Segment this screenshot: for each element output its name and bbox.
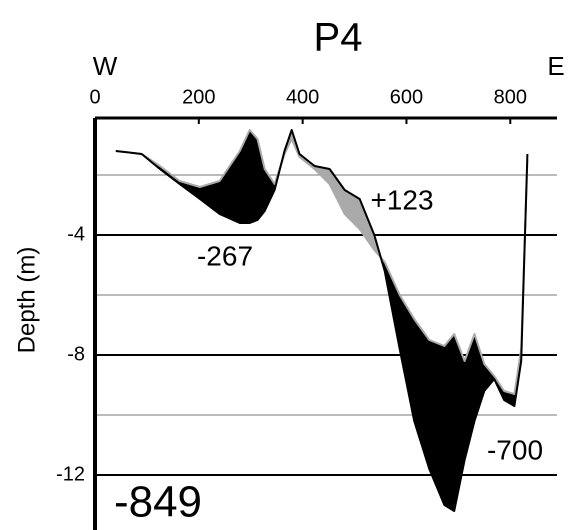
x-tick-label: 200: [182, 86, 215, 108]
x-tick-label: 800: [494, 86, 527, 108]
annotation: -700: [487, 434, 543, 465]
y-tick-label: -12: [56, 463, 85, 485]
y-tick-label: -8: [67, 343, 85, 365]
annotation: -849: [114, 478, 202, 527]
x-tick-label: 600: [390, 86, 423, 108]
annotation: -267: [197, 240, 253, 271]
profile-line: [115, 129, 529, 395]
annotation: +123: [370, 184, 433, 215]
east-label: E: [547, 51, 564, 81]
x-tick-label: 400: [286, 86, 319, 108]
loss-area: [115, 130, 528, 511]
x-tick-label: 0: [89, 86, 100, 108]
y-axis-label: Depth (m): [13, 247, 40, 354]
chart-title: P4: [314, 16, 363, 60]
profile-line: [115, 129, 529, 512]
y-tick-label: -4: [67, 223, 85, 245]
west-label: W: [93, 51, 118, 81]
